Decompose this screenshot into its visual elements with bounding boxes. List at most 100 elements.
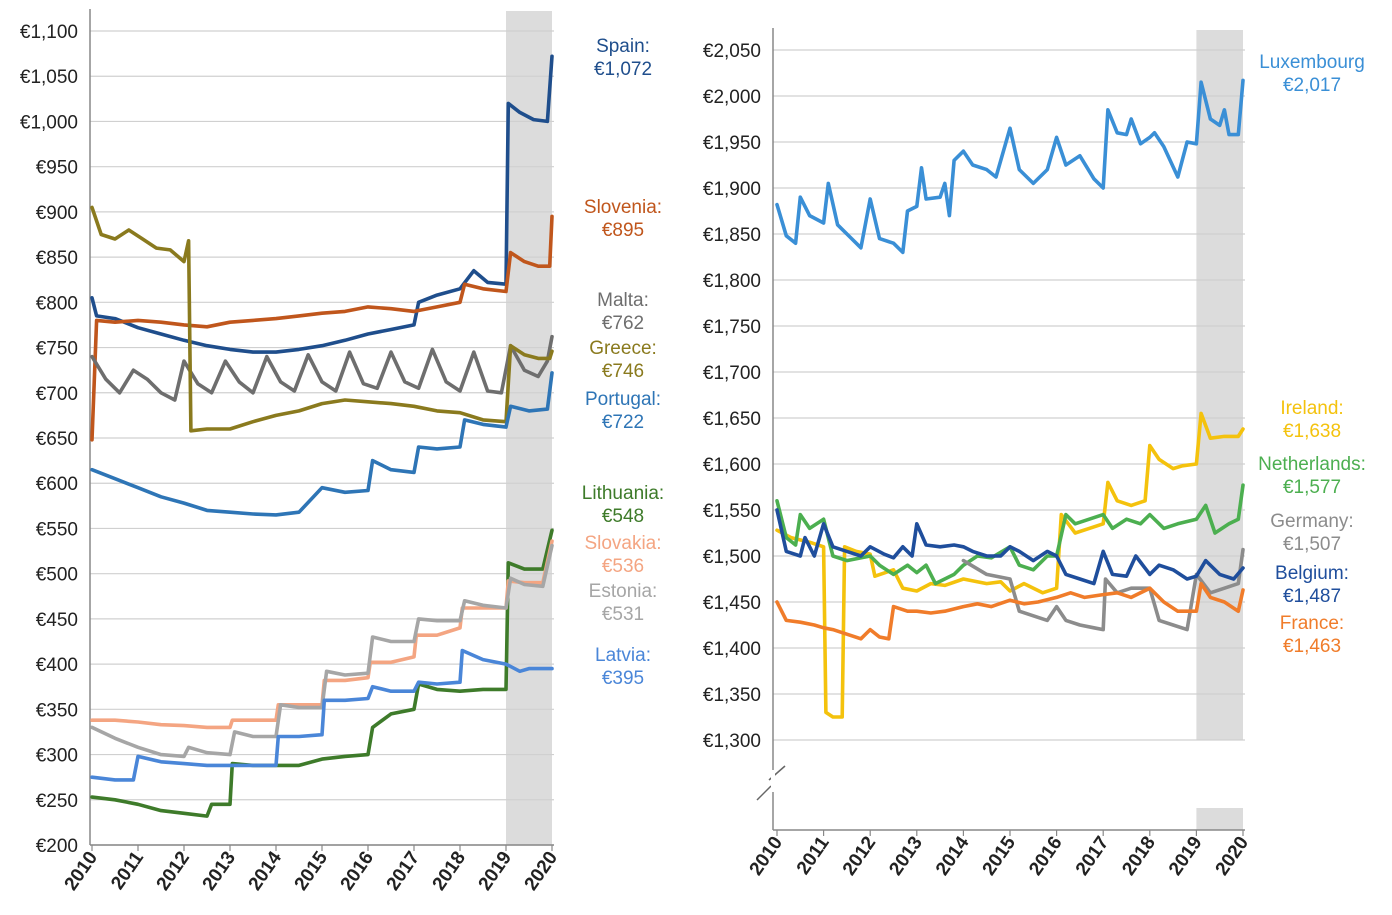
y-tick-label: €1,950 xyxy=(703,133,761,154)
x-tick-label: 2012 xyxy=(153,848,194,895)
x-tick-label: 2017 xyxy=(383,848,424,895)
series-line-lithuania xyxy=(90,528,554,818)
series-label-name: Estonia: xyxy=(589,581,658,602)
y-tick-label: €600 xyxy=(36,474,78,495)
x-tick-label: 2019 xyxy=(475,848,516,895)
y-tick-label: €250 xyxy=(36,791,78,812)
y-tick-label: €400 xyxy=(36,655,78,676)
y-tick-label: €850 xyxy=(36,248,78,269)
series-line-estonia xyxy=(90,543,554,759)
y-tick-label: €300 xyxy=(36,746,78,767)
series-label-value: €1,463 xyxy=(1283,636,1341,657)
x-tick-label: 2020 xyxy=(1212,833,1253,880)
series-line-portugal xyxy=(90,371,554,517)
y-tick-label: €750 xyxy=(36,339,78,360)
series-label-germany: Germany: €1,507 xyxy=(1270,511,1353,555)
y-tick-label: €500 xyxy=(36,565,78,586)
y-tick-label: €1,300 xyxy=(703,731,761,752)
y-tick-label: €1,650 xyxy=(703,409,761,430)
x-tick-label: 2017 xyxy=(1072,833,1113,880)
y-tick-label: €1,550 xyxy=(703,501,761,522)
left-chart: €200 €250 €300 €350 €400 €450 €500 €550 €600 €650… xyxy=(20,9,664,895)
series-label-value: €2,017 xyxy=(1283,75,1341,96)
series-line-belgium xyxy=(775,508,1245,586)
series-label-lithuania: Lithuania: €548 xyxy=(582,483,664,527)
axis-break-gap xyxy=(771,770,775,792)
x-tick-label: 2011 xyxy=(107,847,148,893)
series-label-value: €1,507 xyxy=(1283,534,1341,555)
series-label-value: €762 xyxy=(602,313,644,334)
x-tick-label: 2016 xyxy=(337,848,378,895)
series-label-name: Latvia: xyxy=(595,645,651,666)
series-label-portugal: Portugal: €722 xyxy=(585,389,661,433)
series-line-luxembourg xyxy=(775,78,1245,255)
series-label-value: €1,487 xyxy=(1283,586,1341,607)
y-tick-label: €800 xyxy=(36,293,78,314)
x-tick-label: 2015 xyxy=(979,832,1021,879)
series-label-value: €548 xyxy=(602,506,644,527)
y-tick-label: €200 xyxy=(36,836,78,857)
y-tick-label: €1,350 xyxy=(703,685,761,706)
x-tick-label: 2014 xyxy=(932,832,974,879)
y-tick-label: €1,050 xyxy=(20,67,78,88)
series-line-malta xyxy=(90,334,554,402)
series-label-name: Slovenia: xyxy=(584,197,662,218)
y-tick-label: €1,700 xyxy=(703,363,761,384)
y-tick-label: €1,750 xyxy=(703,317,761,338)
x-tick-label: 2010 xyxy=(746,833,787,880)
y-tick-label: €450 xyxy=(36,610,78,631)
series-line-latvia xyxy=(90,648,554,782)
x-tick-label: 2014 xyxy=(245,847,287,894)
series-label-value: €531 xyxy=(602,604,644,625)
x-tick-label: 2019 xyxy=(1165,833,1206,880)
series-label-name: Germany: xyxy=(1270,511,1353,532)
series-label-malta: Malta: €762 xyxy=(597,290,649,334)
series-line-slovenia xyxy=(90,214,554,442)
series-line-netherlands xyxy=(775,483,1245,586)
y-tick-label: €350 xyxy=(36,700,78,721)
y-tick-label: €1,400 xyxy=(703,639,761,660)
series-label-value: €1,577 xyxy=(1283,477,1341,498)
x-tick-label: 2013 xyxy=(885,833,926,880)
series-label-name: Portugal: xyxy=(585,389,661,410)
series-label-belgium: Belgium: €1,487 xyxy=(1275,563,1349,607)
y-tick-label: €900 xyxy=(36,203,78,224)
series-line-greece xyxy=(90,205,554,433)
axis-break-mark xyxy=(756,785,772,801)
series-label-name: Ireland: xyxy=(1280,398,1343,419)
series-label-name: Malta: xyxy=(597,290,649,311)
y-tick-label: €1,850 xyxy=(703,225,761,246)
shaded-period xyxy=(1196,30,1243,740)
series-label-name: Belgium: xyxy=(1275,563,1349,584)
x-tick-label: 2013 xyxy=(199,848,240,895)
series-label-name: France: xyxy=(1280,613,1344,634)
series-label-name: Luxembourg xyxy=(1259,52,1365,73)
series-line-france xyxy=(775,581,1245,641)
series-label-spain: Spain: €1,072 xyxy=(594,36,652,80)
series-line-ireland xyxy=(775,411,1245,719)
y-tick-label: €2,050 xyxy=(703,41,761,62)
right-chart: €1,300 €1,350 €1,400 €1,450 €1,500 €1,550 €1,6… xyxy=(703,28,1366,880)
series-label-netherlands: Netherlands: €1,577 xyxy=(1258,454,1366,498)
series-label-name: Spain: xyxy=(596,36,650,57)
series-label-luxembourg: Luxembourg €2,017 xyxy=(1259,52,1365,96)
y-tick-label: €1,500 xyxy=(703,547,761,568)
x-tick-label: 2012 xyxy=(839,833,880,880)
y-tick-label: €1,000 xyxy=(20,112,78,133)
x-tick-label: 2011 xyxy=(793,832,834,878)
y-tick-label: €1,450 xyxy=(703,593,761,614)
x-tick-label: 2015 xyxy=(291,847,333,894)
x-tick-label: 2020 xyxy=(521,848,562,895)
y-tick-label: €950 xyxy=(36,158,78,179)
series-label-slovakia: Slovakia: €536 xyxy=(584,533,661,577)
shaded-period-lower xyxy=(1196,808,1243,830)
y-tick-label: €700 xyxy=(36,384,78,405)
series-line-germany xyxy=(961,547,1245,632)
series-label-value: €746 xyxy=(602,361,644,382)
series-line-spain xyxy=(90,54,554,354)
series-label-name: Lithuania: xyxy=(582,483,664,504)
x-tick-label: 2018 xyxy=(1118,833,1159,880)
series-label-value: €395 xyxy=(602,668,644,689)
series-label-latvia: Latvia: €395 xyxy=(595,645,651,689)
